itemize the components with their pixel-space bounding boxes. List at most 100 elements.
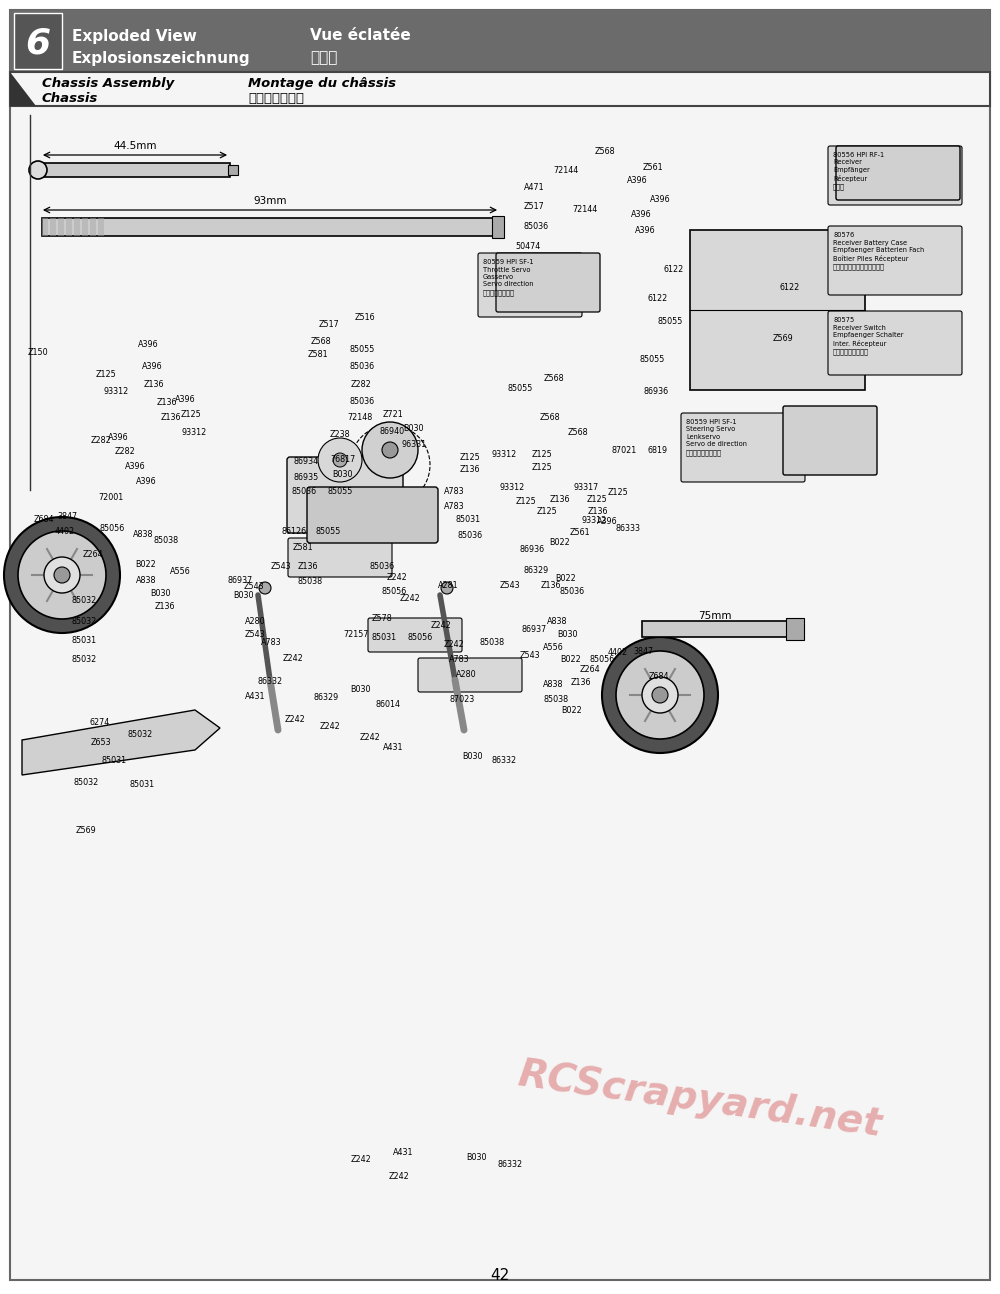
Circle shape [29,160,47,179]
Text: A396: A396 [142,362,163,371]
Text: 85056: 85056 [589,655,614,664]
Text: 6: 6 [25,27,51,61]
Text: 86333: 86333 [616,524,641,533]
Text: 80576
Receiver Battery Case
Empfaenger Batterien Fach
Boîtier Piles Récepteur
レシ: 80576 Receiver Battery Case Empfaenger B… [833,232,924,270]
Text: 85032: 85032 [128,730,153,739]
Circle shape [441,582,453,594]
Text: 85036: 85036 [350,362,375,371]
Bar [10,10,990,72]
Text: Exploded View: Exploded View [72,28,197,44]
Text: A838: A838 [136,576,156,585]
FancyBboxPatch shape [478,254,582,317]
Text: Z136: Z136 [541,581,562,590]
Text: 93312: 93312 [500,483,525,492]
Text: Z136: Z136 [155,602,176,611]
Text: Z543: Z543 [500,581,521,590]
Text: Z568: Z568 [540,413,561,422]
Text: A838: A838 [543,681,564,688]
Text: A396: A396 [175,395,196,404]
Text: Z568: Z568 [544,374,565,383]
Text: Montage du châssis: Montage du châssis [248,76,396,89]
Text: 85055: 85055 [350,345,375,355]
Text: Z125: Z125 [460,453,481,462]
Text: 85056: 85056 [407,633,432,642]
Text: 85036: 85036 [458,531,483,540]
Text: A431: A431 [245,692,266,701]
Text: A396: A396 [136,477,157,487]
Text: Z568: Z568 [311,336,332,345]
Text: Z569: Z569 [76,826,97,835]
Text: Z136: Z136 [571,678,592,687]
Text: 76817: 76817 [330,455,355,465]
Circle shape [652,687,668,703]
Text: 85055: 85055 [508,384,533,393]
Text: 4402: 4402 [608,648,628,657]
FancyBboxPatch shape [681,413,805,481]
Text: Z516: Z516 [355,313,376,322]
Text: 85032: 85032 [72,617,97,626]
Polygon shape [22,710,220,775]
Text: RCScrapyard.net: RCScrapyard.net [516,1056,884,1144]
Bar [10,72,990,106]
Bar [42,217,500,236]
Text: A396: A396 [138,340,159,349]
Text: 80559 HPI SF-1
Throttle Servo
Gasservo
Servo direction
スロットルサーボ: 80559 HPI SF-1 Throttle Servo Gasservo S… [483,259,534,295]
Text: 85036: 85036 [559,587,584,597]
Text: 85038: 85038 [480,638,505,647]
Text: 93312: 93312 [581,516,606,525]
FancyBboxPatch shape [496,254,600,312]
Text: Z242: Z242 [387,573,408,582]
Text: A783: A783 [261,638,282,647]
Text: 85055: 85055 [328,487,353,496]
Text: 50474: 50474 [515,242,540,251]
Text: A556: A556 [170,567,191,576]
Text: 85031: 85031 [101,756,126,765]
Text: Z242: Z242 [389,1172,410,1181]
Text: B030: B030 [403,424,424,433]
Text: A556: A556 [543,643,564,652]
Text: A396: A396 [108,433,129,443]
Text: A396: A396 [635,226,656,236]
Text: B022: B022 [561,707,582,716]
Text: 86936: 86936 [519,545,544,554]
Text: Z136: Z136 [460,465,480,474]
Text: 85036: 85036 [370,562,395,571]
Text: A281: A281 [438,581,459,590]
Text: 85031: 85031 [455,515,480,524]
Text: Z569: Z569 [773,334,794,343]
Text: Z242: Z242 [320,722,341,731]
Text: 6819: 6819 [648,446,668,455]
Text: Z282: Z282 [351,380,372,389]
Text: A396: A396 [650,195,671,204]
Bar [642,621,790,637]
Text: B030: B030 [150,589,170,598]
Text: 93312: 93312 [492,450,517,459]
Text: A431: A431 [383,743,404,752]
Text: 85036: 85036 [524,223,549,232]
Text: Z125: Z125 [96,370,117,379]
Text: 86332: 86332 [497,1159,522,1168]
Text: 72144: 72144 [572,204,597,214]
Text: 93317: 93317 [573,483,598,492]
Text: 72001: 72001 [98,493,123,502]
Text: B030: B030 [350,685,370,694]
Text: 86329: 86329 [523,565,548,575]
Polygon shape [10,72,36,106]
Text: Z264: Z264 [580,665,601,674]
Text: 85056: 85056 [99,524,124,533]
FancyBboxPatch shape [418,659,522,692]
Circle shape [616,651,704,739]
Circle shape [382,443,398,458]
Text: Z136: Z136 [588,507,608,516]
Text: Z242: Z242 [431,621,452,630]
FancyBboxPatch shape [828,226,962,295]
Text: 85055: 85055 [882,355,907,364]
Text: 85038: 85038 [543,695,568,704]
Text: A280: A280 [245,617,266,626]
Text: Z238: Z238 [330,430,351,439]
Text: 75mm: 75mm [698,611,732,621]
Text: Z581: Z581 [308,349,329,358]
Text: 86937: 86937 [521,625,546,634]
Text: 96331: 96331 [402,440,427,449]
Text: A783: A783 [444,502,465,511]
